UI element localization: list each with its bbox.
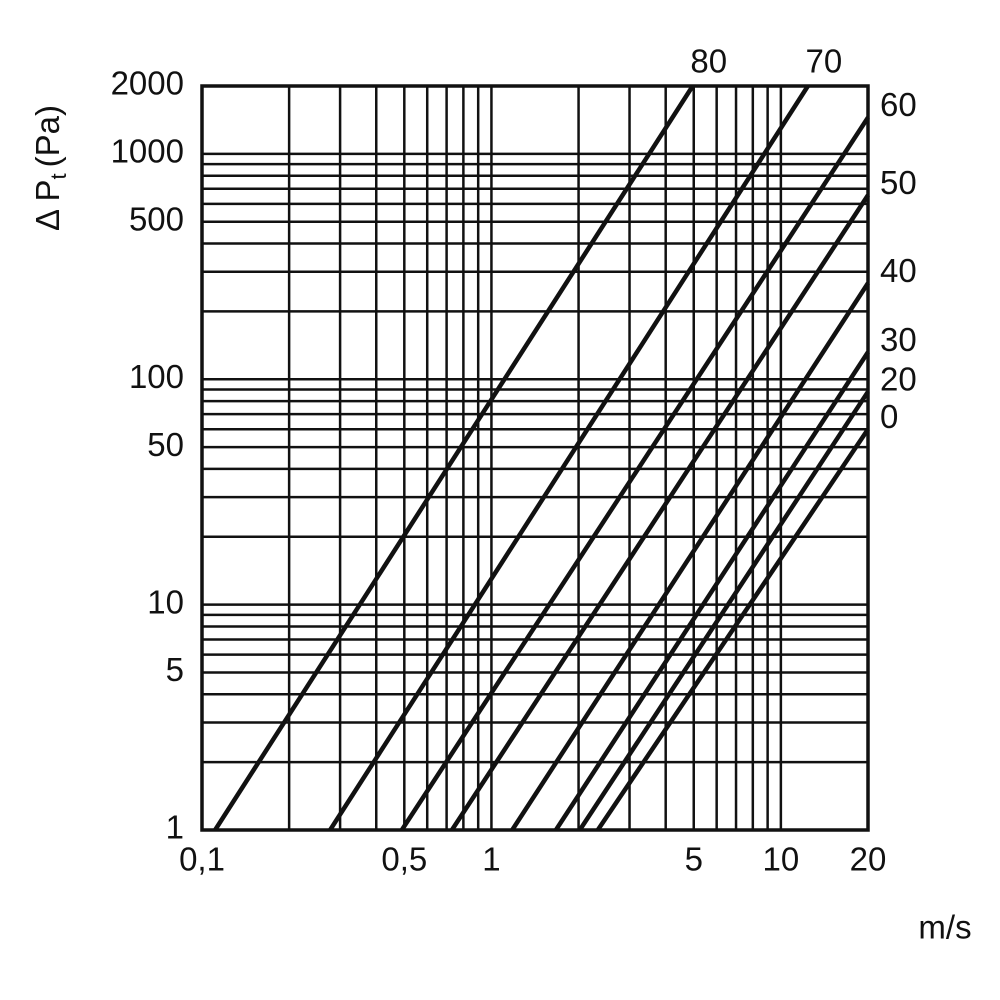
series-label: 30 (880, 321, 917, 358)
series-label: 0 (880, 398, 898, 435)
curve (399, 116, 870, 832)
y-tick-label: 2000 (111, 65, 184, 102)
series-label: 80 (690, 43, 727, 80)
curve (595, 427, 870, 832)
y-axis-label: Δ Pt (Pa) (29, 105, 71, 231)
x-tick-label: 0,5 (381, 841, 427, 878)
y-tick-label: 500 (129, 200, 184, 237)
x-tick-label: 20 (850, 841, 887, 878)
x-tick-label: 1 (482, 841, 500, 878)
y-tick-label: 1000 (111, 133, 184, 170)
series-label: 40 (880, 252, 917, 289)
curve (554, 350, 870, 832)
x-tick-label: 0,1 (179, 841, 225, 878)
curve (450, 193, 870, 832)
curve (328, 84, 810, 832)
series-label: 70 (806, 43, 843, 80)
series-label: 20 (880, 360, 917, 397)
series-label: 50 (880, 164, 917, 201)
y-label-sub: t (46, 173, 71, 179)
y-tick-label: 100 (129, 358, 184, 395)
y-label-main: Δ P (29, 180, 66, 231)
y-tick-label: 10 (147, 583, 184, 620)
lines (213, 84, 870, 832)
plot-frame (200, 84, 870, 832)
series-label: 60 (880, 86, 917, 123)
curve (510, 281, 870, 832)
x-axis-label: m/s (918, 909, 971, 946)
grid (200, 84, 870, 832)
curve (213, 84, 695, 832)
y-tick-label: 50 (147, 426, 184, 463)
y-tick-label: 5 (166, 651, 184, 688)
x-tick-label: 10 (763, 841, 800, 878)
curve (577, 390, 870, 832)
y-label-unit: (Pa) (29, 105, 66, 167)
y-tick-label: 1 (166, 809, 184, 846)
x-tick-label: 5 (685, 841, 703, 878)
